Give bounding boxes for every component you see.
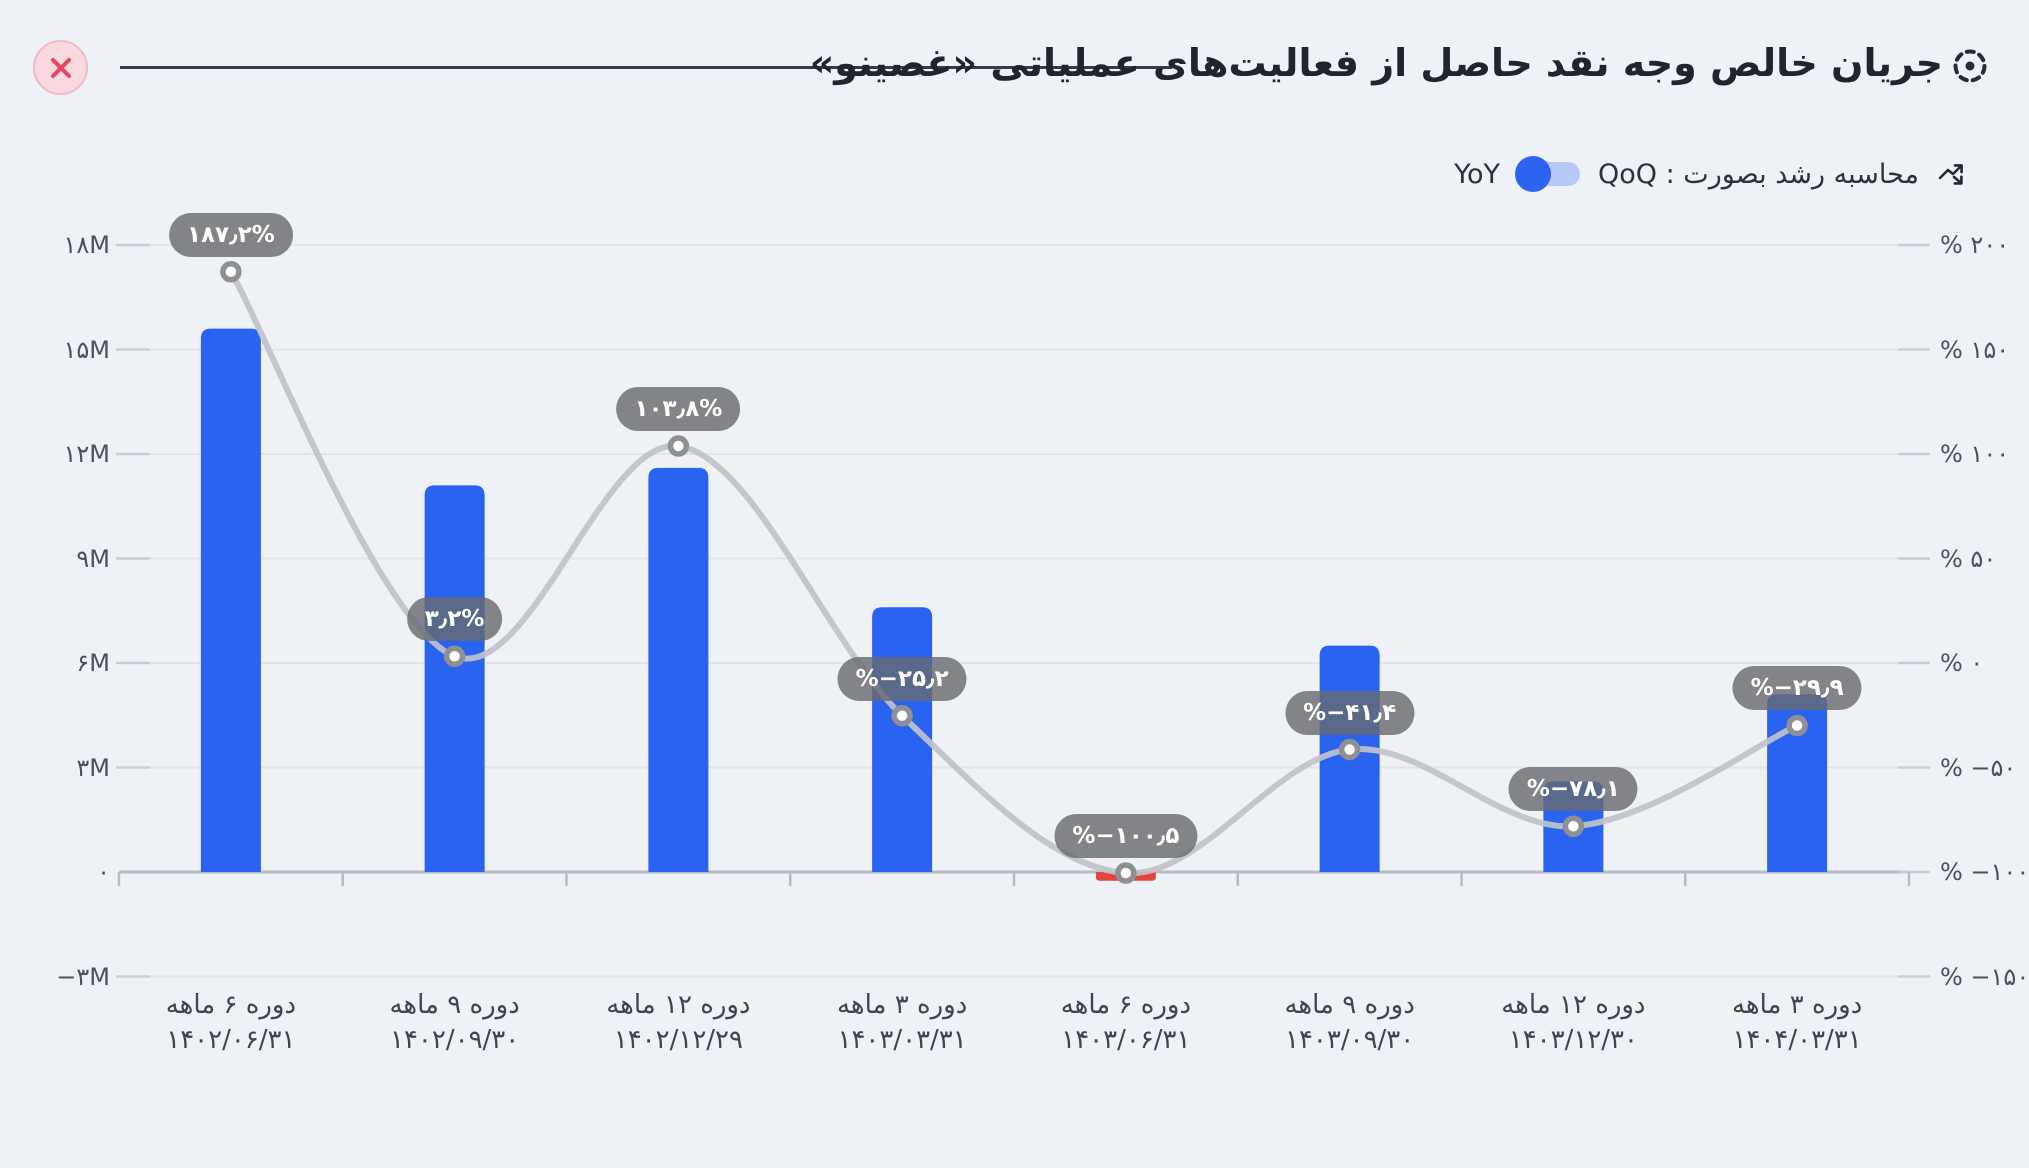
growth-point-marker[interactable]	[443, 645, 466, 668]
page-title-text: جریان خالص وجه نقد حاصل از فعالیت‌های عم…	[990, 41, 1943, 85]
growth-point-label: %−۲۵٫۲	[837, 656, 967, 701]
x-axis-period: دوره ۳ ماهه	[1731, 990, 1863, 1020]
y-axis-label-right: % ۵۰	[1940, 544, 1997, 573]
close-icon	[50, 57, 71, 78]
x-axis-period: دوره ۱۲ ماهه	[606, 990, 751, 1020]
growth-point-marker[interactable]	[1115, 862, 1137, 884]
x-axis-date: ۱۴۰۳/۱۲/۳۰	[1508, 1025, 1638, 1055]
x-axis-period: دوره ۶ ماهه	[1060, 990, 1192, 1020]
title-annotation-line	[120, 66, 1172, 69]
growth-point-marker[interactable]	[1786, 714, 1808, 737]
x-axis-date: ۱۴۰۲/۰۶/۳۱	[166, 1025, 296, 1055]
x-axis-date: ۱۴۰۳/۰۹/۳۰	[1285, 1025, 1415, 1055]
growth-mode-controls: محاسبه رشد بصورت : QoQ YoY	[1454, 148, 1967, 200]
growth-point-label: ۳٫۲%	[406, 597, 503, 642]
y-axis-label-left: ۳M	[76, 753, 110, 782]
growth-point-marker[interactable]	[220, 261, 242, 283]
x-axis-label: دوره ۹ ماهه ۱۴۰۲/۰۹/۳۰	[389, 988, 519, 1058]
x-axis-label: دوره ۶ ماهه ۱۴۰۲/۰۶/۳۱	[166, 988, 296, 1058]
y-axis-label-left: −۳M	[56, 962, 110, 991]
y-axis-label-left: ۹M	[76, 544, 110, 573]
x-axis-label: دوره ۹ ماهه ۱۴۰۳/۰۹/۳۰	[1284, 988, 1414, 1058]
x-axis-date: ۱۴۰۲/۱۲/۲۹	[613, 1025, 743, 1055]
target-icon	[1953, 49, 1987, 83]
growth-mode-label-text: محاسبه رشد بصورت :	[1665, 158, 1919, 190]
x-axis-date: ۱۴۰۳/۰۳/۳۱	[837, 1025, 967, 1055]
y-axis-label-right: % ۰	[1940, 649, 1984, 677]
x-axis-label: دوره ۳ ماهه ۱۴۰۴/۰۳/۳۱	[1732, 988, 1862, 1058]
x-axis-date: ۱۴۰۴/۰۳/۳۱	[1732, 1025, 1862, 1055]
qoq-label: QoQ	[1597, 158, 1658, 190]
growth-point-marker[interactable]	[1338, 738, 1361, 761]
toggle-knob[interactable]	[1514, 156, 1551, 192]
growth-mode-label: محاسبه رشد بصورت : QoQ	[1598, 159, 1919, 190]
y-axis-label-right: % ۱۰۰	[1940, 440, 2010, 468]
growth-point-label: ۱۰۳٫۸%	[616, 387, 741, 432]
page-title-ticker: «غصینو»	[809, 41, 978, 85]
yoy-label: YoY	[1454, 158, 1500, 190]
x-axis-period: دوره ۶ ماهه	[165, 990, 297, 1020]
x-axis-date: ۱۴۰۳/۰۶/۳۱	[1061, 1025, 1191, 1055]
growth-point-marker[interactable]	[891, 704, 913, 727]
growth-point-label: ۱۸۷٫۲%	[168, 212, 293, 257]
y-axis-label-right: % ۱۵۰	[1940, 335, 2010, 364]
y-axis-label-right: % −۱۰۰	[1940, 858, 2029, 886]
growth-mode-toggle[interactable]	[1514, 156, 1580, 192]
y-axis-label-right: % −۱۵۰	[1940, 962, 2029, 991]
close-button[interactable]	[33, 40, 88, 95]
x-axis-period: دوره ۹ ماهه	[389, 990, 520, 1020]
bar[interactable]	[424, 485, 485, 872]
y-axis-label-left: ۱۸M	[63, 231, 111, 259]
x-axis-period: دوره ۹ ماهه	[1284, 990, 1415, 1020]
bar[interactable]	[648, 467, 709, 872]
growth-point-label: %−۴۱٫۴	[1285, 690, 1415, 735]
y-axis-label-right: % −۵۰	[1940, 753, 2017, 782]
x-axis-label: دوره ۶ ماهه ۱۴۰۳/۰۶/۳۱	[1061, 988, 1191, 1058]
y-axis-label-left: ۱۲M	[63, 440, 111, 468]
y-axis-label-left: ۰	[97, 858, 110, 886]
growth-point-marker[interactable]	[1562, 815, 1585, 837]
x-axis-date: ۱۴۰۲/۰۹/۳۰	[390, 1025, 520, 1055]
page-title: جریان خالص وجه نقد حاصل از فعالیت‌های عم…	[810, 38, 1943, 88]
growth-point-label: %−۷۸٫۱	[1508, 767, 1638, 812]
growth-point-marker[interactable]	[667, 435, 690, 457]
x-axis-period: دوره ۳ ماهه	[836, 990, 968, 1020]
y-axis-label-right: % ۲۰۰	[1940, 231, 2010, 259]
growth-point-label: %−۲۹٫۹	[1732, 666, 1862, 711]
y-axis-label-left: ۱۵M	[63, 335, 111, 364]
x-axis-label: دوره ۱۲ ماهه ۱۴۰۲/۱۲/۲۹	[606, 988, 750, 1058]
x-axis-label: دوره ۱۲ ماهه ۱۴۰۳/۱۲/۳۰	[1501, 988, 1645, 1058]
x-axis-period: دوره ۱۲ ماهه	[1501, 990, 1646, 1020]
bar[interactable]	[1767, 694, 1828, 872]
bar[interactable]	[200, 328, 261, 873]
growth-point-label: %−۱۰۰٫۵	[1054, 814, 1198, 859]
x-axis-label: دوره ۳ ماهه ۱۴۰۳/۰۳/۳۱	[837, 988, 967, 1058]
y-axis-label-left: ۶M	[76, 649, 110, 677]
trend-arrows-icon	[1938, 164, 1963, 185]
